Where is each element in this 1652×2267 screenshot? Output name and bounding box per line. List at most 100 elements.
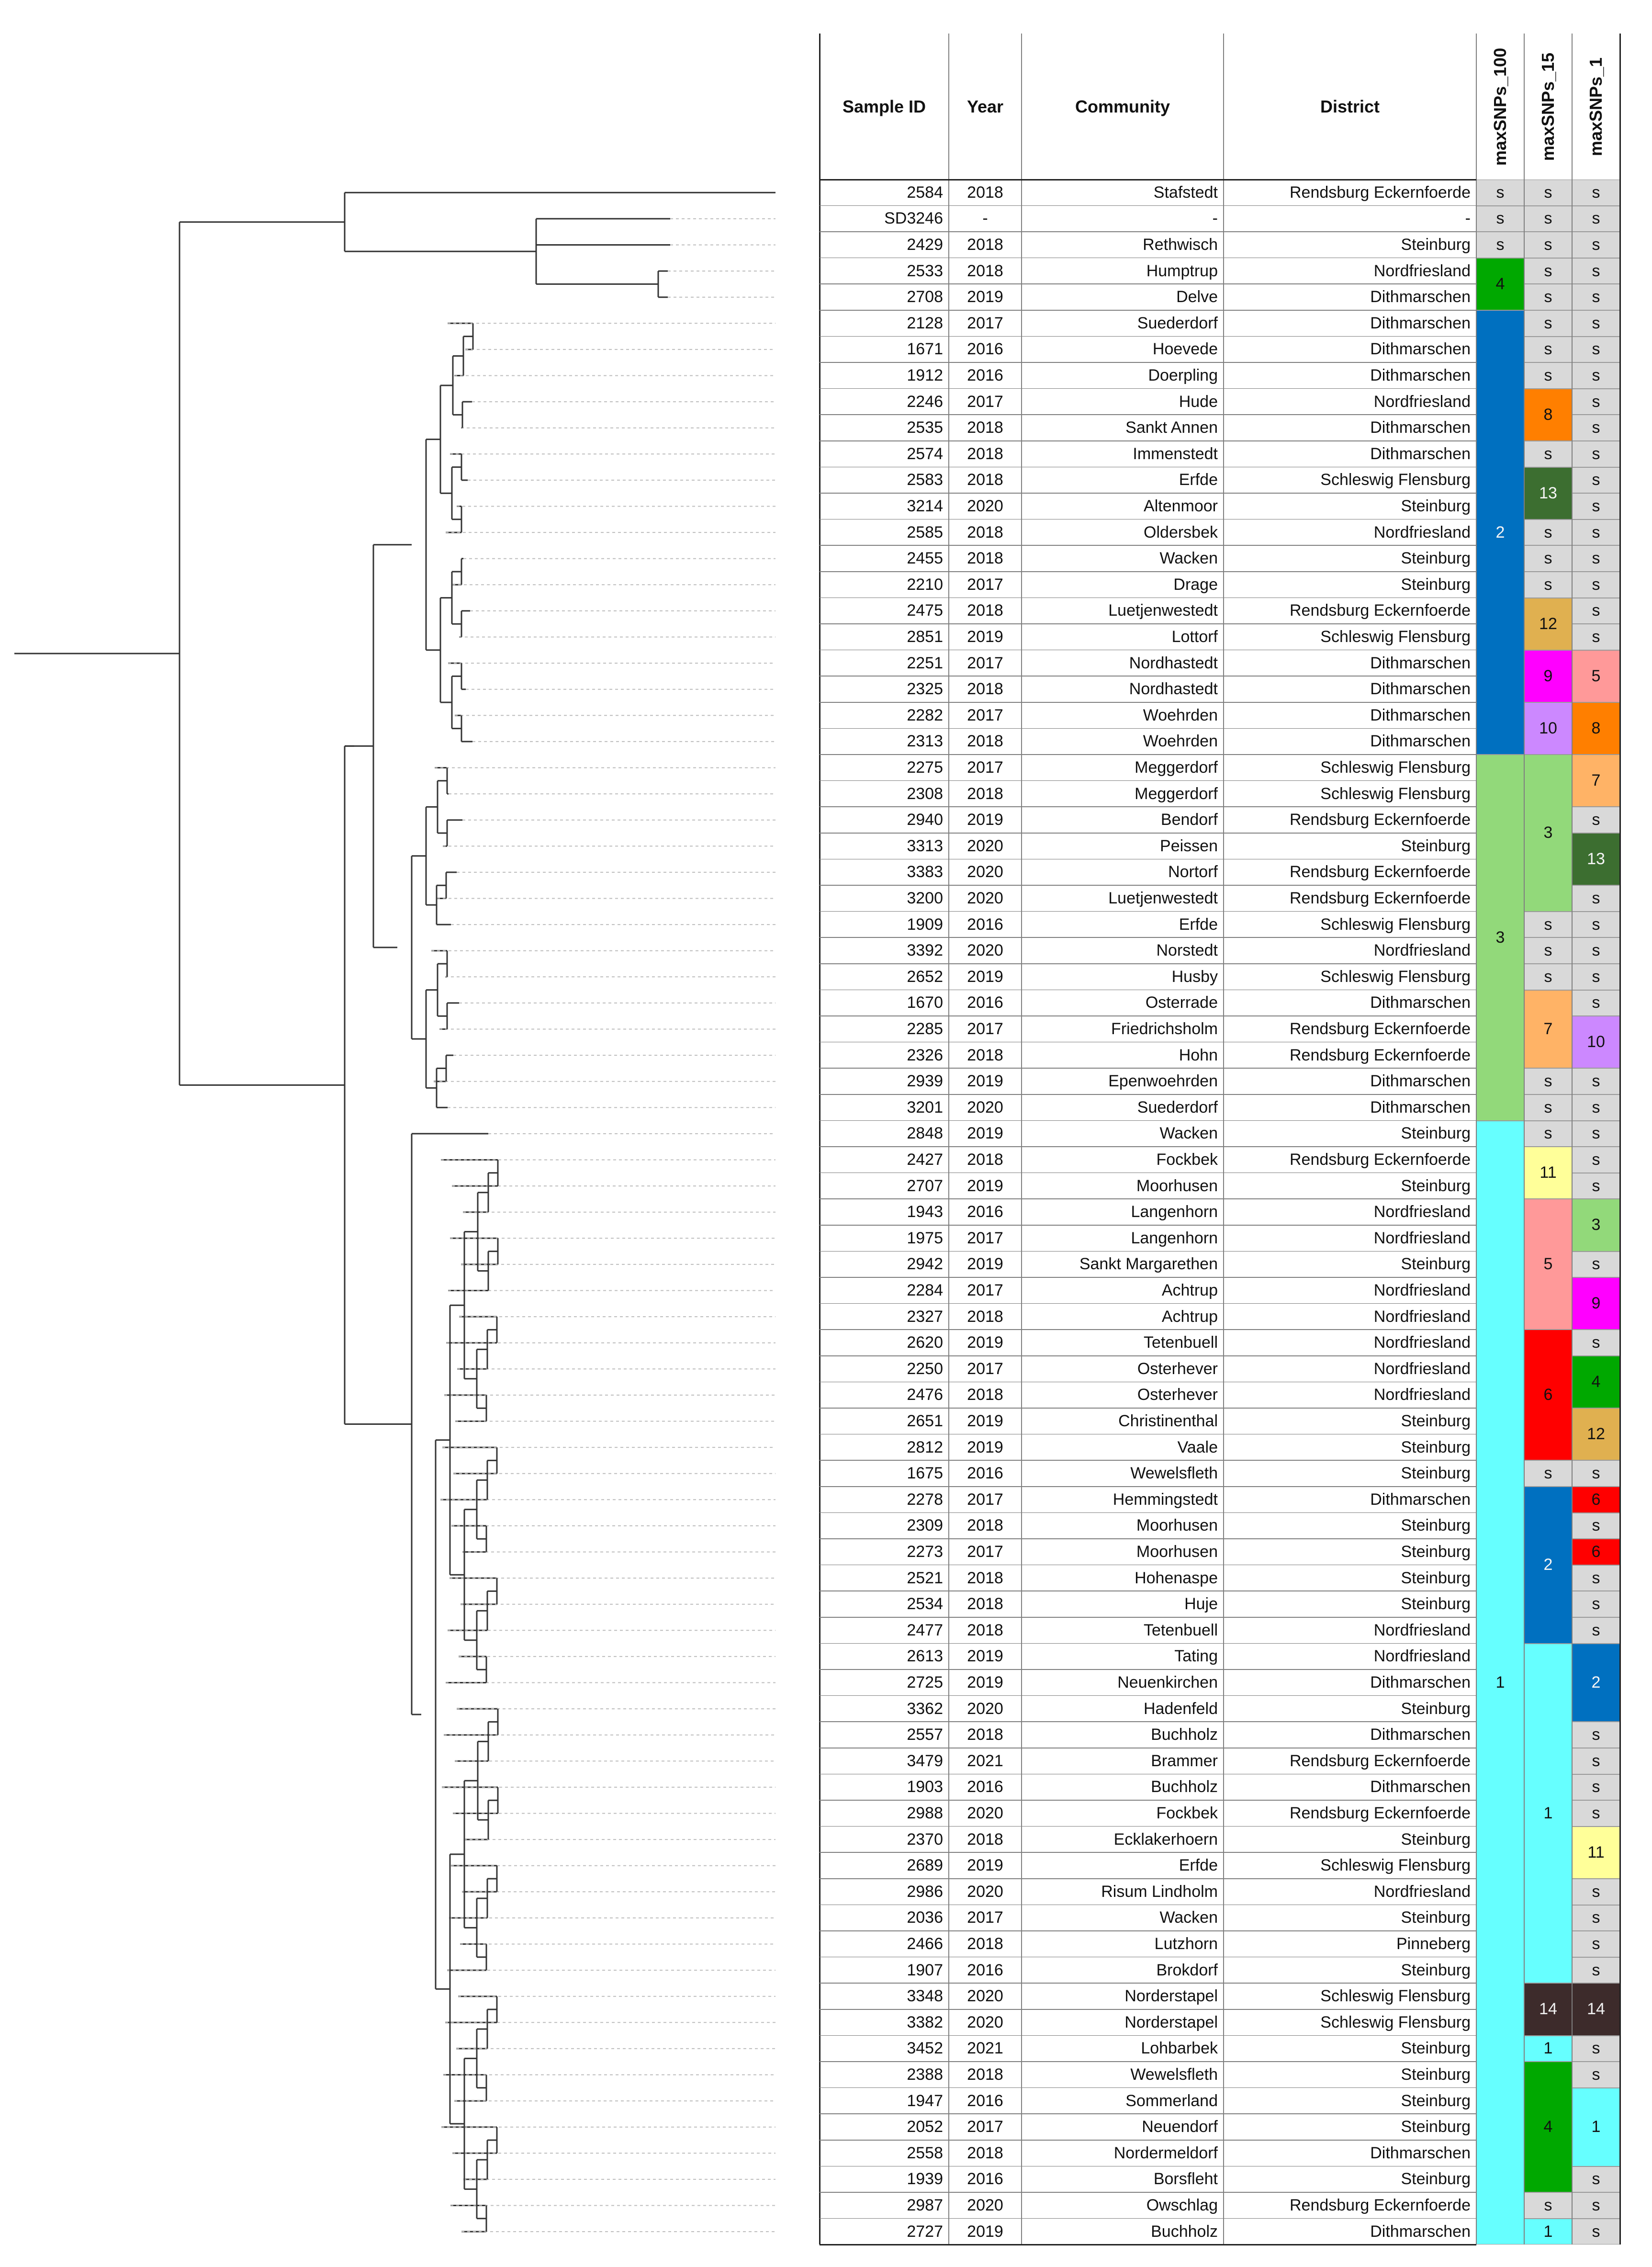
cell-sample-id: SD3246 — [884, 209, 943, 228]
grid-line — [820, 388, 1476, 389]
cluster-maxsnps-1: s — [1572, 1800, 1620, 1827]
cell-community: Humptrup — [1146, 261, 1218, 280]
grid-line — [820, 1094, 1476, 1095]
cell-year: 2019 — [967, 288, 1003, 306]
cluster-maxsnps-100: 4 — [1476, 258, 1524, 310]
cell-district: Dithmarschen — [1370, 1778, 1471, 1796]
cell-district: Nordfriesland — [1373, 1307, 1471, 1326]
header-community: Community — [1075, 96, 1170, 116]
cell-district: Dithmarschen — [1370, 288, 1471, 306]
cluster-maxsnps-15: 8 — [1524, 388, 1572, 441]
cell-district: Dithmarschen — [1370, 706, 1471, 724]
cell-community: Immenstedt — [1133, 444, 1218, 463]
cluster-maxsnps-1: s — [1572, 2192, 1620, 2219]
cell-sample-id: 1939 — [907, 2170, 943, 2188]
cell-sample-id: 3313 — [907, 836, 943, 855]
cell-district: Steinburg — [1401, 496, 1471, 515]
cell-sample-id: 3348 — [907, 1987, 943, 2006]
cluster-maxsnps-1: s — [1572, 284, 1620, 310]
cell-community: Fockbek — [1156, 1804, 1218, 1822]
cluster-maxsnps-1: s — [1572, 545, 1620, 572]
cell-community: Wacken — [1159, 549, 1218, 568]
cell-year: 2018 — [967, 1516, 1003, 1535]
cell-year: 2018 — [967, 1046, 1003, 1064]
cell-year: 2020 — [967, 889, 1003, 907]
cell-district: Pinneberg — [1396, 1934, 1471, 1953]
cluster-maxsnps-1: s — [1572, 2166, 1620, 2193]
grid-line — [820, 1930, 1476, 1931]
cluster-maxsnps-1: s — [1572, 1173, 1620, 1199]
cell-year: 2017 — [967, 1229, 1003, 1247]
cell-community: Osterhever — [1137, 1359, 1218, 1378]
cluster-maxsnps-1: s — [1572, 493, 1620, 519]
cell-year: 2018 — [967, 1307, 1003, 1326]
cell-district: Steinburg — [1401, 1464, 1471, 1483]
cell-community: Bendorf — [1160, 811, 1218, 829]
grid-line — [820, 1120, 1476, 1121]
grid-line — [820, 833, 1476, 834]
cell-community: Achtrup — [1161, 1307, 1218, 1326]
cell-year: 2019 — [967, 1255, 1003, 1274]
cell-district: Dithmarschen — [1370, 1072, 1471, 1091]
cluster-maxsnps-1: s — [1572, 937, 1620, 964]
cell-sample-id: 2284 — [907, 1281, 943, 1299]
cell-district: Nordfriesland — [1373, 1359, 1471, 1378]
cell-sample-id: 2128 — [907, 314, 943, 332]
cell-district: Steinburg — [1401, 1908, 1471, 1927]
cell-year: 2018 — [967, 523, 1003, 541]
cell-sample-id: 2557 — [907, 1726, 943, 1744]
cell-sample-id: 2987 — [907, 2196, 943, 2214]
cluster-maxsnps-1: s — [1572, 572, 1620, 598]
cluster-maxsnps-1: s — [1572, 2062, 1620, 2088]
cell-community: Nordhastedt — [1129, 680, 1218, 699]
cell-community: Epenwoehrden — [1108, 1072, 1218, 1091]
cell-district: Schleswig Flensburg — [1320, 967, 1471, 986]
grid-line — [820, 2192, 1476, 2193]
grid-line — [820, 1329, 1476, 1330]
grid-line — [820, 1695, 1476, 1696]
cell-year: 2018 — [967, 444, 1003, 463]
cell-year: 2016 — [967, 2091, 1003, 2110]
cell-community: Hoevede — [1152, 340, 1218, 359]
cell-community: Brokdorf — [1156, 1961, 1218, 1979]
cell-sample-id: 2725 — [907, 1673, 943, 1692]
cluster-maxsnps-15: 10 — [1524, 702, 1572, 755]
cluster-maxsnps-15: 1 — [1524, 1643, 1572, 1984]
cell-community: Altenmoor — [1144, 496, 1218, 515]
cell-year: 2019 — [967, 1124, 1003, 1143]
cell-district: Dithmarschen — [1370, 993, 1471, 1012]
cell-district: Dithmarschen — [1370, 366, 1471, 384]
cell-sample-id: 2250 — [907, 1359, 943, 1378]
cell-sample-id: 2558 — [907, 2143, 943, 2162]
cluster-maxsnps-1: 1 — [1572, 2087, 1620, 2166]
cluster-maxsnps-15: s — [1524, 545, 1572, 572]
cell-year: 2019 — [967, 1411, 1003, 1430]
cell-district: Dithmarschen — [1370, 314, 1471, 332]
cell-sample-id: 2476 — [907, 1386, 943, 1404]
grid-line — [820, 2113, 1476, 2114]
cell-year: 2017 — [967, 758, 1003, 777]
cell-year: 2017 — [967, 1359, 1003, 1378]
grid-line — [820, 2165, 1476, 2167]
cell-sample-id: 2707 — [907, 1176, 943, 1195]
cell-community: Erfde — [1179, 1856, 1218, 1875]
cell-year: 2018 — [967, 1150, 1003, 1169]
cell-sample-id: 2708 — [907, 288, 943, 306]
cell-district: Steinburg — [1401, 1830, 1471, 1849]
cell-sample-id: 2475 — [907, 601, 943, 620]
cell-district: Schleswig Flensburg — [1320, 1987, 1471, 2006]
cell-district: Nordfriesland — [1373, 1882, 1471, 1901]
cluster-maxsnps-1: 10 — [1572, 1016, 1620, 1069]
header-maxsnps-15: maxSNPs_15 — [1524, 34, 1572, 180]
grid-line — [820, 754, 1476, 755]
cluster-maxsnps-15: 4 — [1524, 2062, 1572, 2193]
cluster-maxsnps-1: s — [1572, 467, 1620, 494]
grid-line — [820, 2009, 1476, 2010]
cell-year: 2016 — [967, 1464, 1003, 1483]
cluster-maxsnps-1: s — [1572, 336, 1620, 363]
grid-line — [820, 1617, 1476, 1618]
grid-line — [820, 963, 1476, 964]
cell-community: Osterhever — [1137, 1386, 1218, 1404]
cluster-maxsnps-15: 11 — [1524, 1147, 1572, 1199]
cell-year: 2017 — [967, 1281, 1003, 1299]
